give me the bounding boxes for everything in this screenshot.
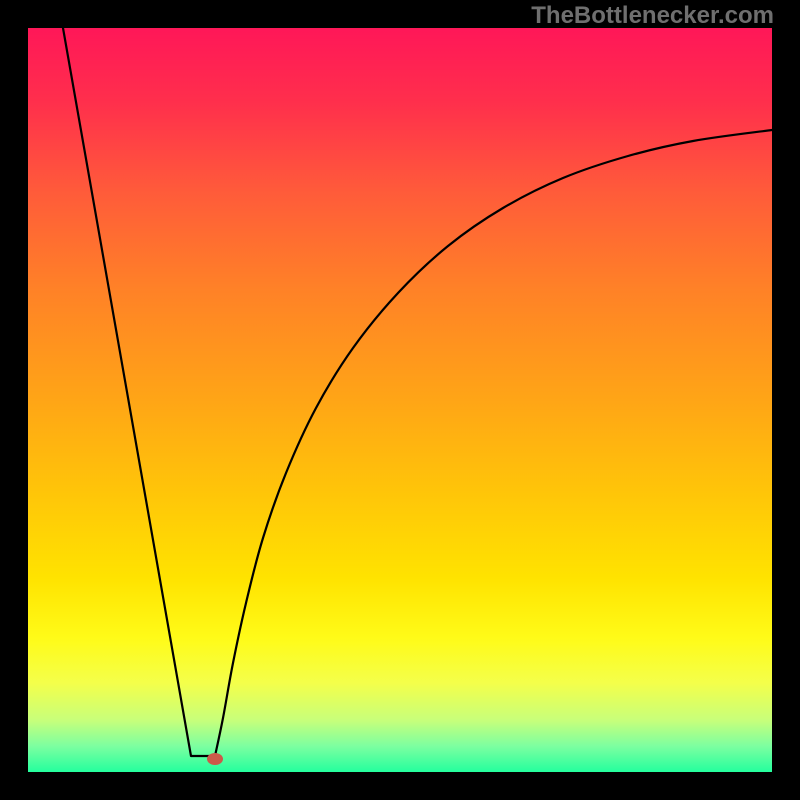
gradient-background xyxy=(28,28,772,772)
frame-border-bottom xyxy=(0,772,800,800)
plot-area xyxy=(28,28,772,772)
frame-border-left xyxy=(0,0,28,800)
frame-border-right xyxy=(772,0,800,800)
chart-container: TheBottlenecker.com xyxy=(0,0,800,800)
optimum-marker xyxy=(207,753,223,765)
plot-svg xyxy=(28,28,772,772)
watermark-text: TheBottlenecker.com xyxy=(531,2,774,30)
